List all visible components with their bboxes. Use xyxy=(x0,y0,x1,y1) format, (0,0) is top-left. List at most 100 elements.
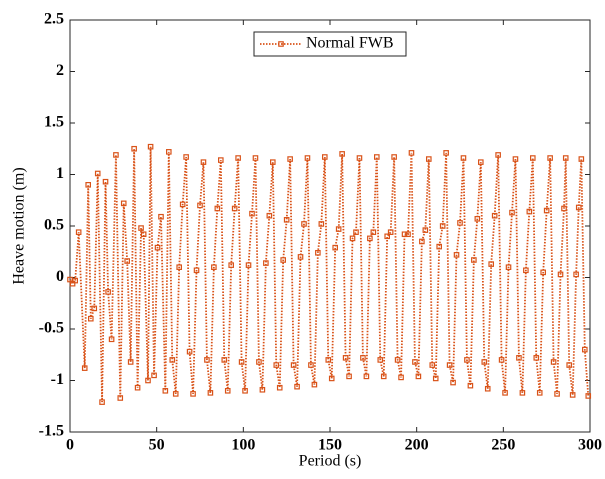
data-marker xyxy=(540,269,547,276)
data-marker xyxy=(474,215,481,222)
data-marker xyxy=(439,223,446,229)
data-marker xyxy=(211,264,217,271)
data-marker xyxy=(301,221,307,227)
data-marker xyxy=(127,359,134,365)
data-marker xyxy=(147,143,154,150)
data-marker xyxy=(478,159,484,165)
data-marker xyxy=(200,159,207,165)
data-marker xyxy=(81,365,88,371)
x-tick-label: 150 xyxy=(318,437,342,454)
x-tick-label: 100 xyxy=(231,437,255,454)
data-marker xyxy=(179,201,186,208)
data-marker xyxy=(158,213,164,220)
data-marker xyxy=(328,375,335,382)
data-marker xyxy=(270,159,276,165)
data-marker xyxy=(140,231,147,238)
data-marker xyxy=(453,252,460,258)
data-marker xyxy=(436,243,443,250)
data-marker xyxy=(502,390,508,396)
data-marker xyxy=(557,271,564,278)
data-marker xyxy=(509,209,515,216)
data-marker xyxy=(471,257,477,263)
legend-label: Normal FWB xyxy=(306,35,394,52)
x-tick-label: 300 xyxy=(578,437,602,454)
data-marker xyxy=(512,156,519,162)
data-marker xyxy=(367,235,373,242)
data-marker xyxy=(256,359,262,365)
data-marker xyxy=(280,257,287,263)
data-marker xyxy=(176,264,183,271)
data-marker xyxy=(380,373,387,380)
y-tick-label: -1.5 xyxy=(39,423,64,440)
data-marker xyxy=(124,258,131,264)
data-marker xyxy=(335,226,342,232)
data-marker xyxy=(523,267,529,274)
data-marker xyxy=(491,212,498,219)
data-marker xyxy=(186,348,193,355)
data-marker xyxy=(516,355,522,361)
data-marker xyxy=(405,231,411,238)
data-marker xyxy=(138,225,144,231)
data-marker xyxy=(377,357,384,363)
data-marker xyxy=(85,182,92,188)
data-marker xyxy=(134,384,141,391)
data-marker xyxy=(117,395,124,401)
data-marker xyxy=(259,386,266,393)
data-marker xyxy=(349,235,356,242)
data-marker xyxy=(214,205,221,212)
data-marker xyxy=(443,150,449,156)
data-marker xyxy=(131,145,137,152)
data-marker xyxy=(245,262,252,268)
legend-marker xyxy=(278,41,284,47)
data-marker xyxy=(197,202,203,209)
data-marker xyxy=(529,155,536,161)
data-marker xyxy=(573,271,579,278)
plot-area xyxy=(69,19,591,433)
data-marker xyxy=(190,391,196,397)
data-marker xyxy=(297,254,304,260)
y-tick-label: -1 xyxy=(51,371,64,388)
data-marker xyxy=(120,200,127,207)
data-marker xyxy=(391,154,397,160)
data-marker xyxy=(113,152,119,158)
data-marker xyxy=(322,154,328,160)
data-marker xyxy=(263,260,269,266)
data-marker xyxy=(457,220,463,226)
data-marker xyxy=(325,357,332,363)
data-marker xyxy=(481,359,488,365)
data-marker xyxy=(151,372,157,379)
data-marker xyxy=(575,204,582,211)
data-marker xyxy=(145,377,151,384)
data-marker xyxy=(488,261,495,267)
data-marker xyxy=(550,359,557,365)
data-marker xyxy=(311,381,318,388)
data-marker xyxy=(467,382,474,389)
data-marker xyxy=(426,156,432,162)
data-marker xyxy=(419,238,425,245)
data-marker xyxy=(273,362,280,368)
data-marker xyxy=(398,374,404,381)
x-axis-label: Period (s) xyxy=(299,453,362,470)
data-marker xyxy=(415,373,422,380)
data-marker xyxy=(585,393,592,399)
data-marker xyxy=(422,227,429,233)
data-marker xyxy=(183,154,189,160)
data-marker xyxy=(105,289,111,295)
y-tick-label: 0 xyxy=(56,268,64,285)
data-marker xyxy=(339,151,345,157)
data-marker xyxy=(346,373,352,380)
data-marker xyxy=(446,362,453,368)
x-tick-label: 250 xyxy=(491,437,515,454)
data-marker xyxy=(252,155,259,161)
data-marker xyxy=(519,390,526,396)
data-marker xyxy=(498,357,505,363)
data-marker xyxy=(221,357,228,363)
data-marker xyxy=(356,155,363,161)
legend: Normal FWB xyxy=(253,31,407,57)
data-marker xyxy=(102,178,109,185)
y-tick-label: 1.5 xyxy=(44,114,64,131)
data-marker xyxy=(561,205,567,212)
data-marker xyxy=(294,383,300,390)
